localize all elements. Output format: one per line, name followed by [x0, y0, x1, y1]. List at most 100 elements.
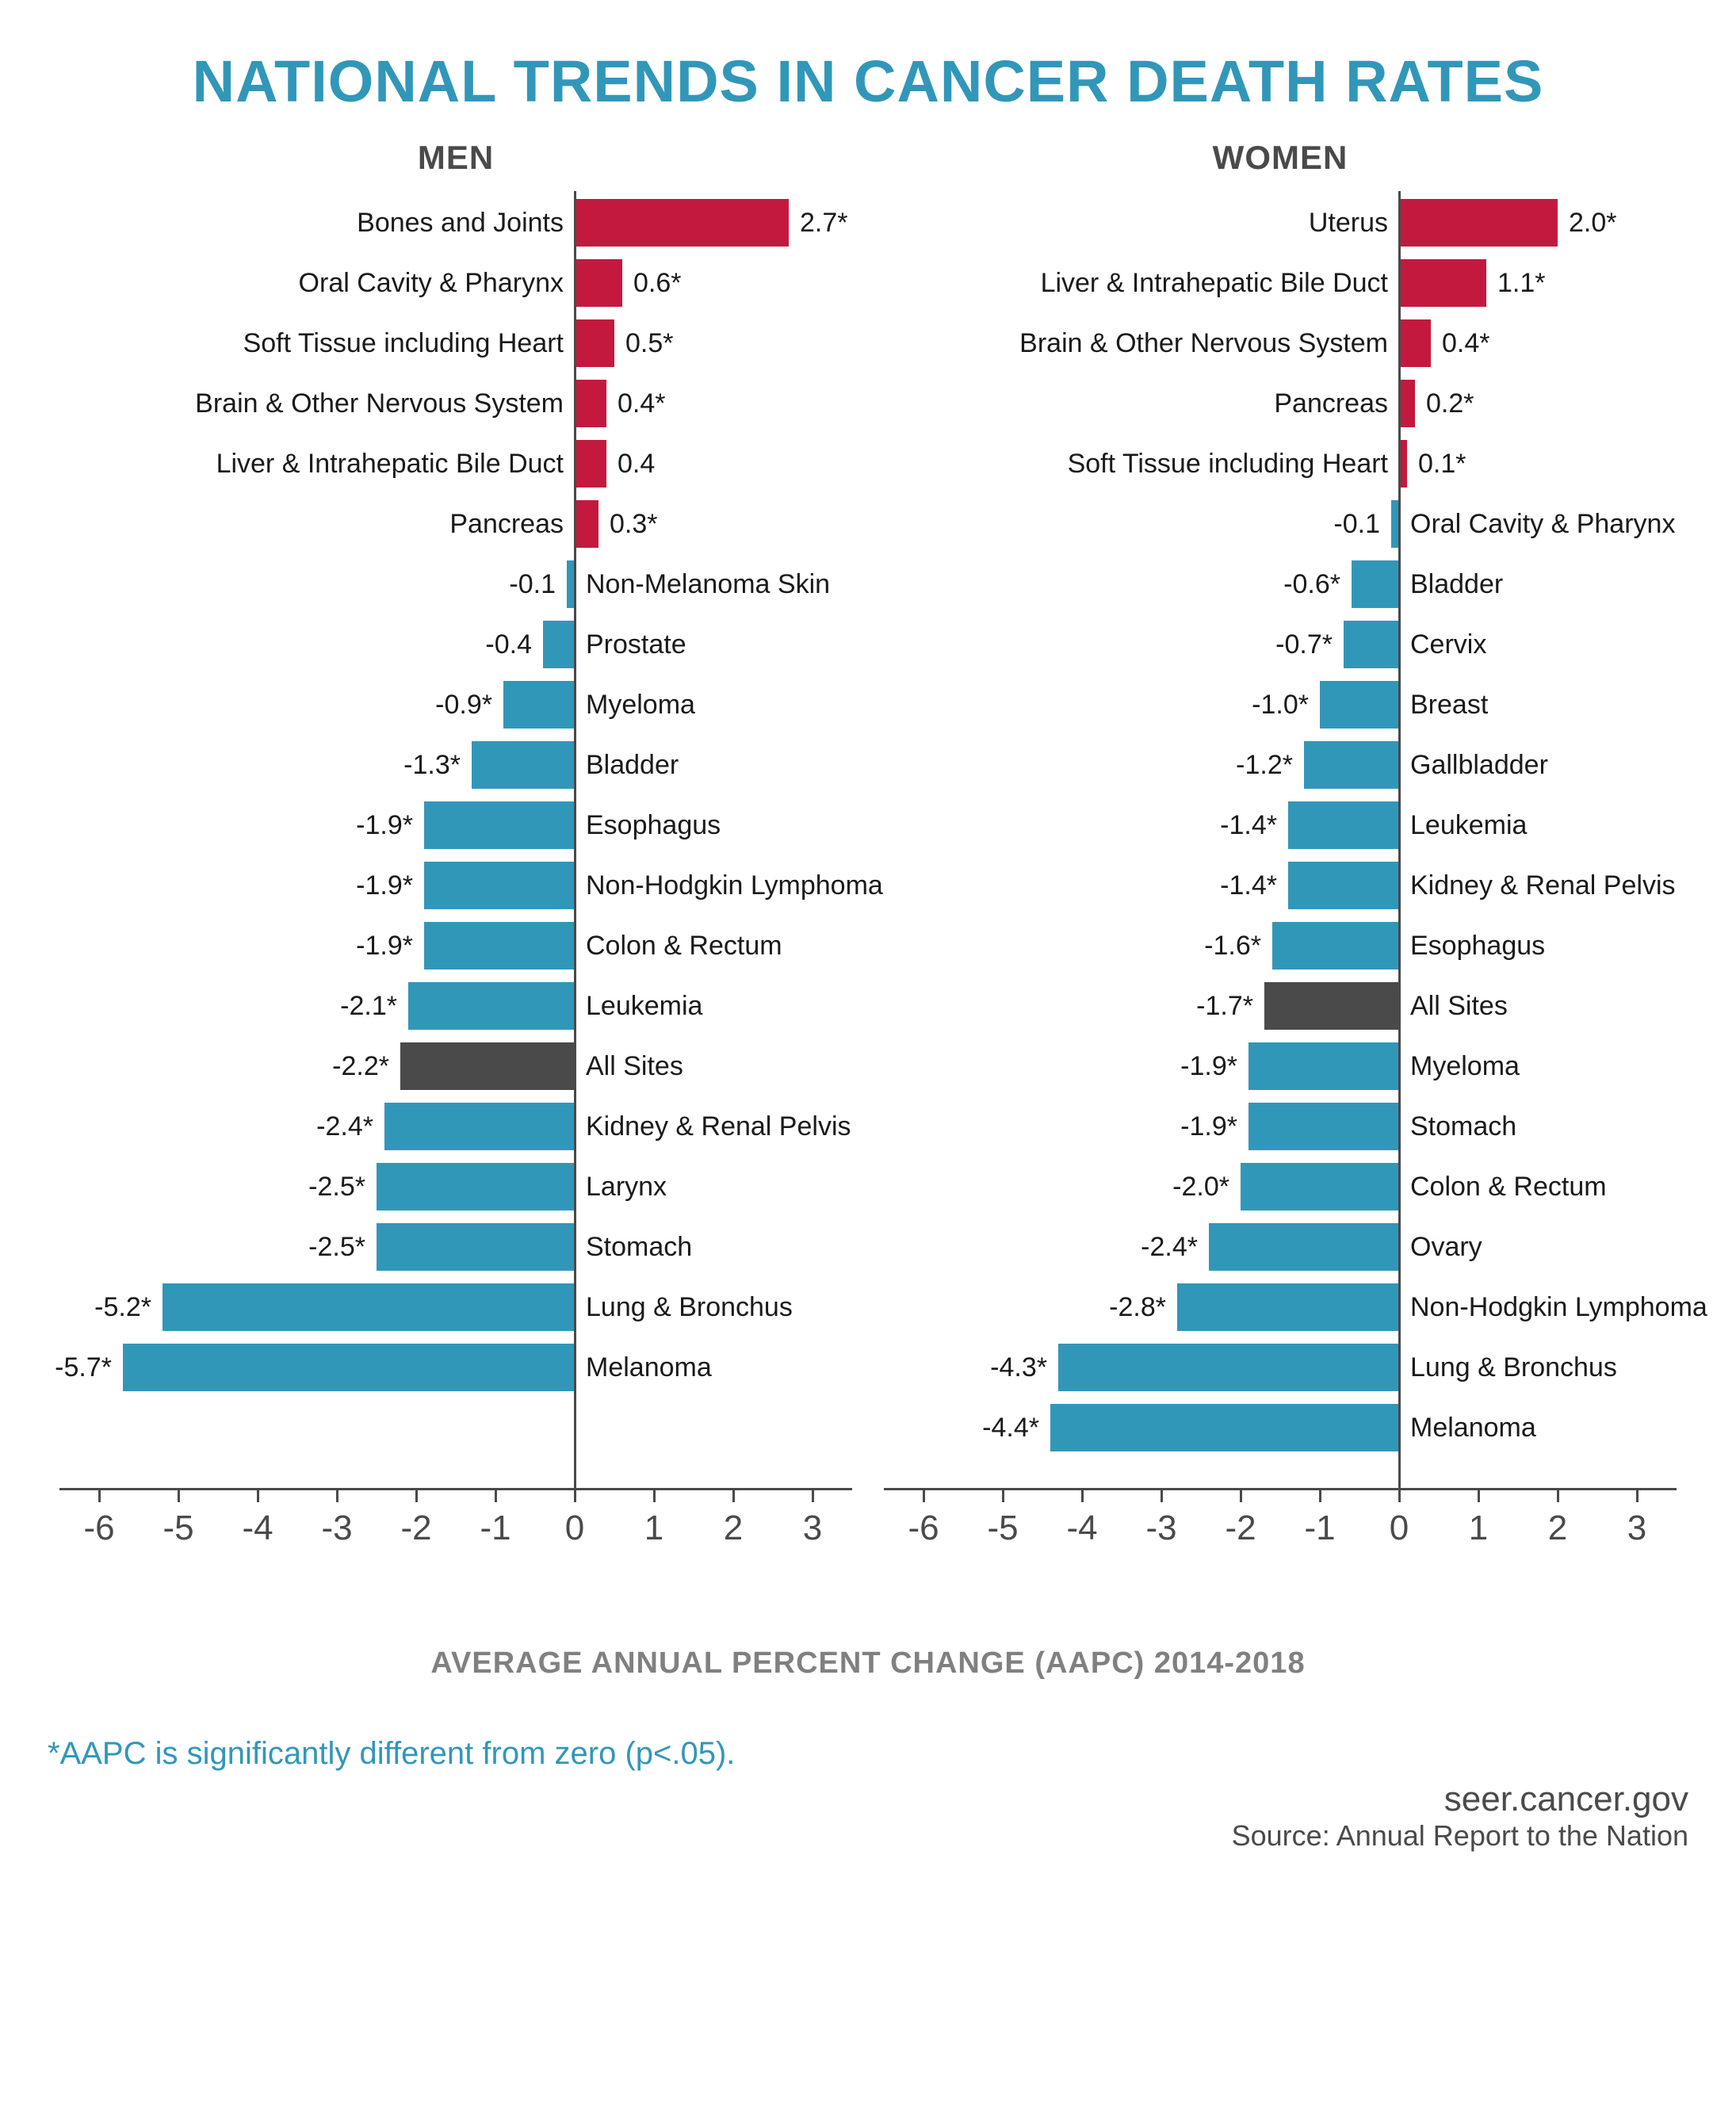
bar-value-label: -0.6* [1283, 569, 1340, 600]
bar-value-label: -4.4* [982, 1413, 1039, 1444]
panel-men: MEN Bones and Joints2.7*Oral Cavity & Ph… [59, 139, 852, 1559]
bar-row: Pancreas 0.3* [59, 500, 852, 548]
bar-value-label: -1.2* [1236, 750, 1293, 781]
bar-value-label: -1.3* [403, 750, 461, 781]
x-tick-label: -6 [83, 1509, 114, 1548]
bar [575, 199, 789, 247]
bar-row: Oral Cavity & Pharynx-0.1 [884, 500, 1677, 548]
bar-site-label: Soft Tissue including Heart [243, 328, 564, 359]
bar [1320, 681, 1399, 729]
bar-site-label: Non-Melanoma Skin [586, 569, 830, 600]
x-tick-label: -6 [908, 1509, 939, 1548]
bar-site-label: All Sites [1410, 991, 1508, 1022]
bar-value-label: -4.3* [990, 1352, 1047, 1383]
panel-title-women: WOMEN [884, 139, 1677, 177]
bar-row: Myeloma-1.9* [884, 1042, 1677, 1090]
x-tick [1478, 1488, 1480, 1502]
x-tick [1636, 1488, 1638, 1502]
bar [1304, 741, 1399, 789]
bar-row: Non-Melanoma Skin -0.1 [59, 560, 852, 608]
x-tick [98, 1488, 101, 1502]
bar [472, 741, 575, 789]
bar-value-label: -0.1 [509, 569, 556, 600]
x-tick [1002, 1488, 1004, 1502]
x-tick-label: -3 [321, 1509, 352, 1548]
bar-value-label: -1.9* [1180, 1111, 1237, 1142]
bar [1399, 199, 1558, 247]
x-tick-label: 2 [724, 1509, 743, 1548]
x-tick [1081, 1488, 1084, 1502]
bar-site-label: Ovary [1410, 1232, 1482, 1263]
x-tick-label: -2 [1225, 1509, 1256, 1548]
bar-row: Melanoma-5.7* [59, 1344, 852, 1391]
chart-area-women: Uterus2.0*Liver & Intrahepatic Bile Duct… [884, 191, 1677, 1559]
x-tick-label: -1 [1304, 1509, 1335, 1548]
bar-value-label: -1.9* [356, 870, 413, 901]
panels-container: MEN Bones and Joints2.7*Oral Cavity & Ph… [48, 139, 1688, 1559]
bar-site-label: Stomach [1410, 1111, 1516, 1142]
bar-row: Gallbladder-1.2* [884, 741, 1677, 789]
bar-site-label: Brain & Other Nervous System [1019, 328, 1388, 359]
bar-row: Esophagus-1.6* [884, 922, 1677, 969]
bar-row: Colon & Rectum-2.0* [884, 1163, 1677, 1210]
bar-row: Esophagus-1.9* [59, 801, 852, 849]
bar [1288, 862, 1399, 909]
x-tick [495, 1488, 497, 1502]
bar-site-label: Bladder [586, 750, 679, 781]
bar [1050, 1404, 1399, 1451]
bar-site-label: Oral Cavity & Pharynx [299, 268, 564, 299]
bar [377, 1163, 575, 1210]
bar [1248, 1042, 1399, 1090]
bar-row: Myeloma-0.9* [59, 681, 852, 729]
bar-row: Uterus2.0* [884, 199, 1677, 247]
bar [1399, 259, 1486, 307]
zero-line [574, 191, 576, 1488]
bar-site-label: Bones and Joints [357, 208, 564, 239]
bar-site-label: Pancreas [449, 509, 564, 540]
bar-site-label: Non-Hodgkin Lymphoma [1410, 1292, 1707, 1323]
bar-row: Non-Hodgkin Lymphoma-1.9* [59, 862, 852, 909]
bar-row: Kidney & Renal Pelvis-1.4* [884, 862, 1677, 909]
bar-value-label: 0.3* [610, 509, 658, 540]
zero-line [1398, 191, 1401, 1488]
x-tick [257, 1488, 259, 1502]
bar [1241, 1163, 1399, 1210]
bar-row: Brain & Other Nervous System0.4* [884, 319, 1677, 367]
bar-row: All Sites-2.2* [59, 1042, 852, 1090]
bar-site-label: Melanoma [586, 1352, 712, 1383]
bar-value-label: 1.1* [1497, 268, 1546, 299]
bar [575, 319, 614, 367]
bar [1344, 621, 1399, 668]
panel-title-men: MEN [59, 139, 852, 177]
bar-row: Stomach-2.5* [59, 1223, 852, 1271]
bar-value-label: -2.8* [1109, 1292, 1166, 1323]
bar-site-label: Colon & Rectum [586, 931, 782, 962]
bar-row: Leukemia-1.4* [884, 801, 1677, 849]
bar-site-label: All Sites [586, 1051, 683, 1082]
bar [1264, 982, 1399, 1030]
bar-row: All Sites-1.7* [884, 982, 1677, 1030]
bar [1288, 801, 1399, 849]
chart-area-men: Bones and Joints2.7*Oral Cavity & Pharyn… [59, 191, 852, 1559]
x-tick-label: -2 [400, 1509, 431, 1548]
bar-site-label: Pancreas [1274, 388, 1388, 419]
bar-site-label: Soft Tissue including Heart [1068, 449, 1388, 480]
x-tick-label: 0 [1390, 1509, 1409, 1548]
bar-row: Non-Hodgkin Lymphoma-2.8* [884, 1283, 1677, 1331]
bar-row: Soft Tissue including Heart0.5* [59, 319, 852, 367]
x-tick-label: -1 [480, 1509, 510, 1548]
bar-site-label: Colon & Rectum [1410, 1172, 1607, 1203]
bar-row: Prostate-0.4 [59, 621, 852, 668]
bar-value-label: -0.7* [1275, 629, 1333, 660]
bar-site-label: Lung & Bronchus [586, 1292, 793, 1323]
bar-value-label: 0.6* [633, 268, 682, 299]
bar [1399, 319, 1431, 367]
bar-row: Bladder-0.6* [884, 560, 1677, 608]
bar [163, 1283, 575, 1331]
x-tick [1240, 1488, 1242, 1502]
x-tick [1398, 1488, 1401, 1502]
bar-site-label: Melanoma [1410, 1413, 1536, 1444]
bar-site-label: Larynx [586, 1172, 667, 1203]
bar-row: Bladder -1.3* [59, 741, 852, 789]
x-tick-label: 0 [565, 1509, 584, 1548]
